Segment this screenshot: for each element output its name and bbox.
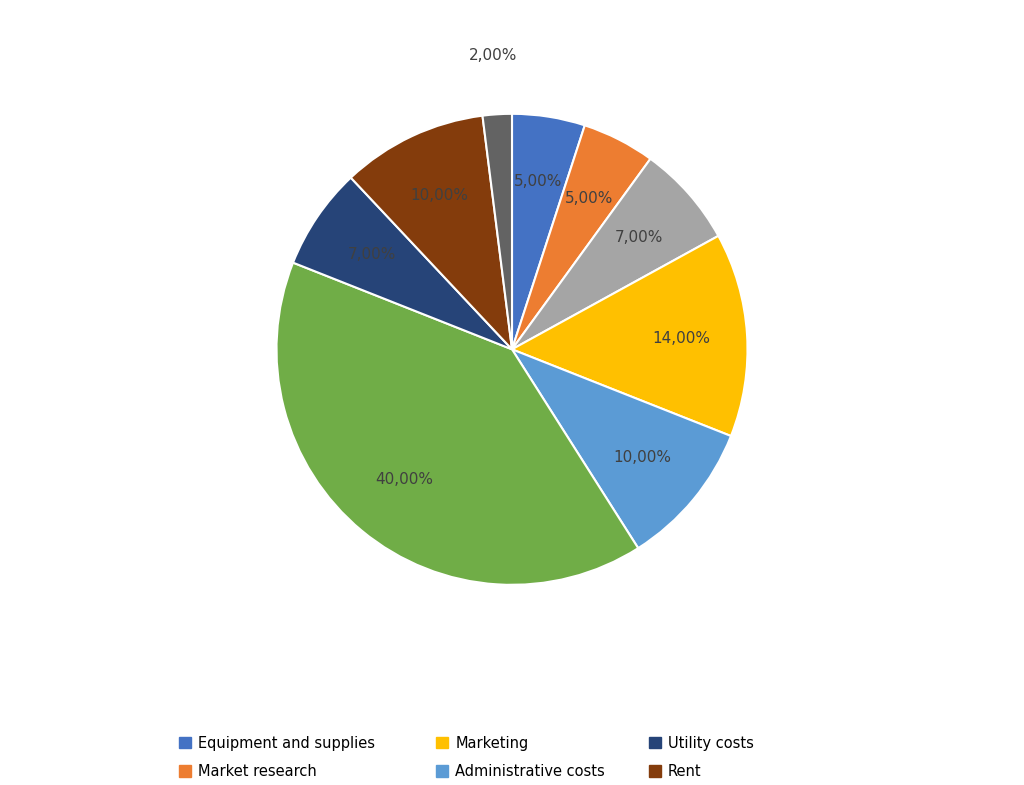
Wedge shape	[512, 236, 748, 436]
Text: 2,00%: 2,00%	[469, 48, 518, 63]
Text: 5,00%: 5,00%	[514, 174, 563, 189]
Text: 40,00%: 40,00%	[375, 473, 433, 487]
Text: 10,00%: 10,00%	[613, 450, 672, 465]
Text: 10,00%: 10,00%	[411, 188, 469, 203]
Text: 7,00%: 7,00%	[347, 246, 396, 261]
Legend: Equipment and supplies, Market research, Legal and regulatory costs, Marketing, : Equipment and supplies, Market research,…	[173, 730, 851, 785]
Text: 5,00%: 5,00%	[565, 191, 613, 206]
Wedge shape	[512, 126, 650, 349]
Wedge shape	[293, 177, 512, 349]
Wedge shape	[276, 263, 638, 585]
Text: 7,00%: 7,00%	[615, 230, 664, 245]
Wedge shape	[351, 115, 512, 349]
Wedge shape	[482, 114, 512, 349]
Text: 14,00%: 14,00%	[652, 331, 711, 346]
Wedge shape	[512, 159, 719, 349]
Wedge shape	[512, 114, 585, 349]
Wedge shape	[512, 349, 731, 548]
